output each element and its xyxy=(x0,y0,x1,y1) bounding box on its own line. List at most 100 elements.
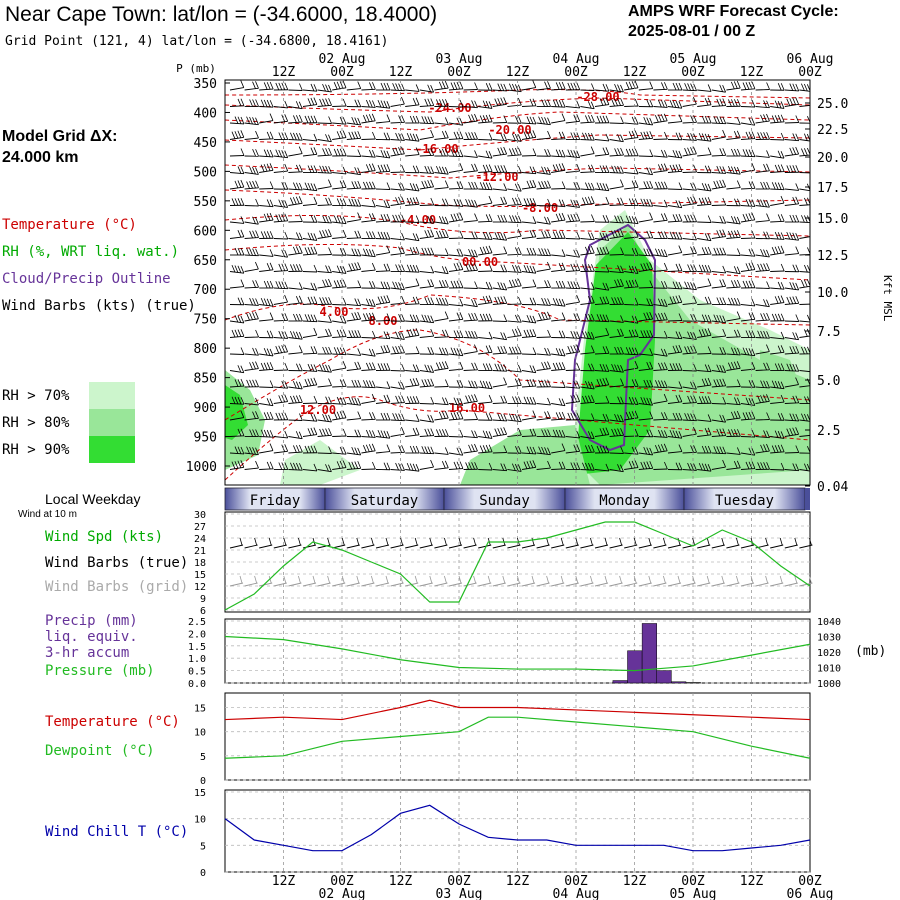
wind-barb xyxy=(784,253,799,256)
wind-barb-flag xyxy=(576,412,581,420)
wind-barb-flag xyxy=(733,461,738,469)
wind-barb xyxy=(770,188,785,191)
wind-barb-flag xyxy=(515,396,519,404)
wind-barb-grid xyxy=(361,582,375,587)
wind-barb xyxy=(288,436,303,440)
wind-barb-flag xyxy=(445,148,449,157)
wind-barb-flag xyxy=(295,101,300,109)
wind-barb-flag xyxy=(482,182,487,190)
wind-barb-flag xyxy=(547,180,551,188)
wind-barb xyxy=(784,352,799,355)
wind-barb-flag xyxy=(237,297,242,305)
wind-barb-flag xyxy=(255,411,259,419)
wind-barb-flag xyxy=(605,97,610,105)
wind-barb-flag xyxy=(707,115,712,124)
wind-barb-flag xyxy=(430,166,435,174)
wind-barb-flag xyxy=(339,315,344,323)
wind-barb-flag xyxy=(780,245,785,253)
wind-barb-flag xyxy=(406,132,411,141)
wind-barb-flag xyxy=(526,461,531,469)
wind-barb-flag xyxy=(415,115,420,124)
wind-barb-flag xyxy=(401,413,405,421)
wind-barb-flag xyxy=(438,215,443,224)
wind-barb-flag xyxy=(602,378,607,386)
wind-barb xyxy=(536,368,551,371)
wind-barb-flag xyxy=(774,231,779,240)
wind-barb-flag xyxy=(252,230,256,238)
wind-barb xyxy=(229,122,244,125)
wind-barb-flag xyxy=(459,461,464,469)
wind-barb-flag xyxy=(561,398,566,406)
wind-barb xyxy=(273,351,288,355)
wind-barb xyxy=(244,137,259,140)
wind-barb-flag xyxy=(386,245,391,253)
wind-barb-flag xyxy=(488,282,493,290)
wind-barb xyxy=(653,88,668,91)
isotherm-label: -20.00 xyxy=(488,123,531,137)
wind-barb xyxy=(770,351,785,355)
wind-barb-grid-flag xyxy=(400,575,403,584)
wind-barb xyxy=(536,87,551,91)
wind-barb xyxy=(463,304,478,308)
wind-barb-flag xyxy=(409,115,414,124)
wind-barb-flag xyxy=(424,446,429,454)
wind-barb-flag xyxy=(628,215,633,224)
wind-barb-flag xyxy=(386,232,391,240)
wind-barb-flag xyxy=(284,394,289,402)
wind-barb-flag xyxy=(596,379,601,387)
wind-barb-flag xyxy=(774,380,779,389)
wind-barb-flag xyxy=(246,379,250,388)
wind-barb xyxy=(682,121,697,124)
wind-barb xyxy=(302,419,317,422)
wind-barb xyxy=(770,155,785,159)
wind-barb-flag xyxy=(357,81,362,89)
wind-barb-flag xyxy=(439,429,443,437)
wind-barb-flag xyxy=(719,84,724,92)
wind-barb-flag xyxy=(672,430,677,438)
wind-barb-flag xyxy=(663,249,668,257)
wind-barb xyxy=(434,544,448,549)
wind-barb-flag xyxy=(751,312,756,320)
wind-barb-flag xyxy=(395,462,399,471)
wind-barb-flag xyxy=(471,199,475,207)
wind-barb-flag xyxy=(471,330,475,339)
wind-barb-grid xyxy=(580,582,594,587)
wind-barb-flag xyxy=(661,430,665,438)
wind-speed-line xyxy=(224,521,811,611)
wind-barb-flag xyxy=(664,131,668,140)
wind-barb-flag xyxy=(503,364,508,372)
wind-barb-flag xyxy=(459,348,464,356)
wind-barb-flag xyxy=(474,113,478,122)
wind-barb-flag xyxy=(804,264,808,273)
wind-barb-flag xyxy=(246,181,250,189)
wind-barb-flag xyxy=(669,99,674,108)
wind-barb-flag xyxy=(401,164,405,173)
wind-barb-flag xyxy=(293,132,297,141)
temperature-tick-label: 15 xyxy=(194,704,206,715)
wind-barb-flag xyxy=(362,248,367,256)
wind-barb-flag xyxy=(424,116,429,124)
wind-barb-flag xyxy=(310,427,315,436)
wind-barb-flag xyxy=(544,230,548,238)
wind-barb-flag xyxy=(313,147,318,155)
wind-barb-flag xyxy=(675,150,680,158)
wind-barb xyxy=(770,401,785,404)
wind-barb-flag xyxy=(474,181,478,190)
wind-barb-flag xyxy=(590,146,595,154)
wind-barb-flag xyxy=(581,197,586,205)
wind-barb-flag xyxy=(322,413,326,422)
wind-barb-flag xyxy=(436,429,440,437)
wind-barb-flag xyxy=(438,411,443,420)
wind-barb-flag xyxy=(678,412,683,421)
wind-barb xyxy=(288,139,303,141)
wind-barb xyxy=(434,367,449,371)
wind-barb-flag xyxy=(514,314,519,323)
wind-barb-flag xyxy=(590,232,595,240)
wind-barb-flag xyxy=(760,330,764,339)
wind-barb-flag xyxy=(748,461,753,469)
wind-barb xyxy=(551,269,566,272)
wind-barb xyxy=(624,353,639,356)
wind-barb-flag xyxy=(558,149,563,157)
wind-barb-grid xyxy=(711,582,725,587)
wind-barb-flag xyxy=(354,447,359,455)
